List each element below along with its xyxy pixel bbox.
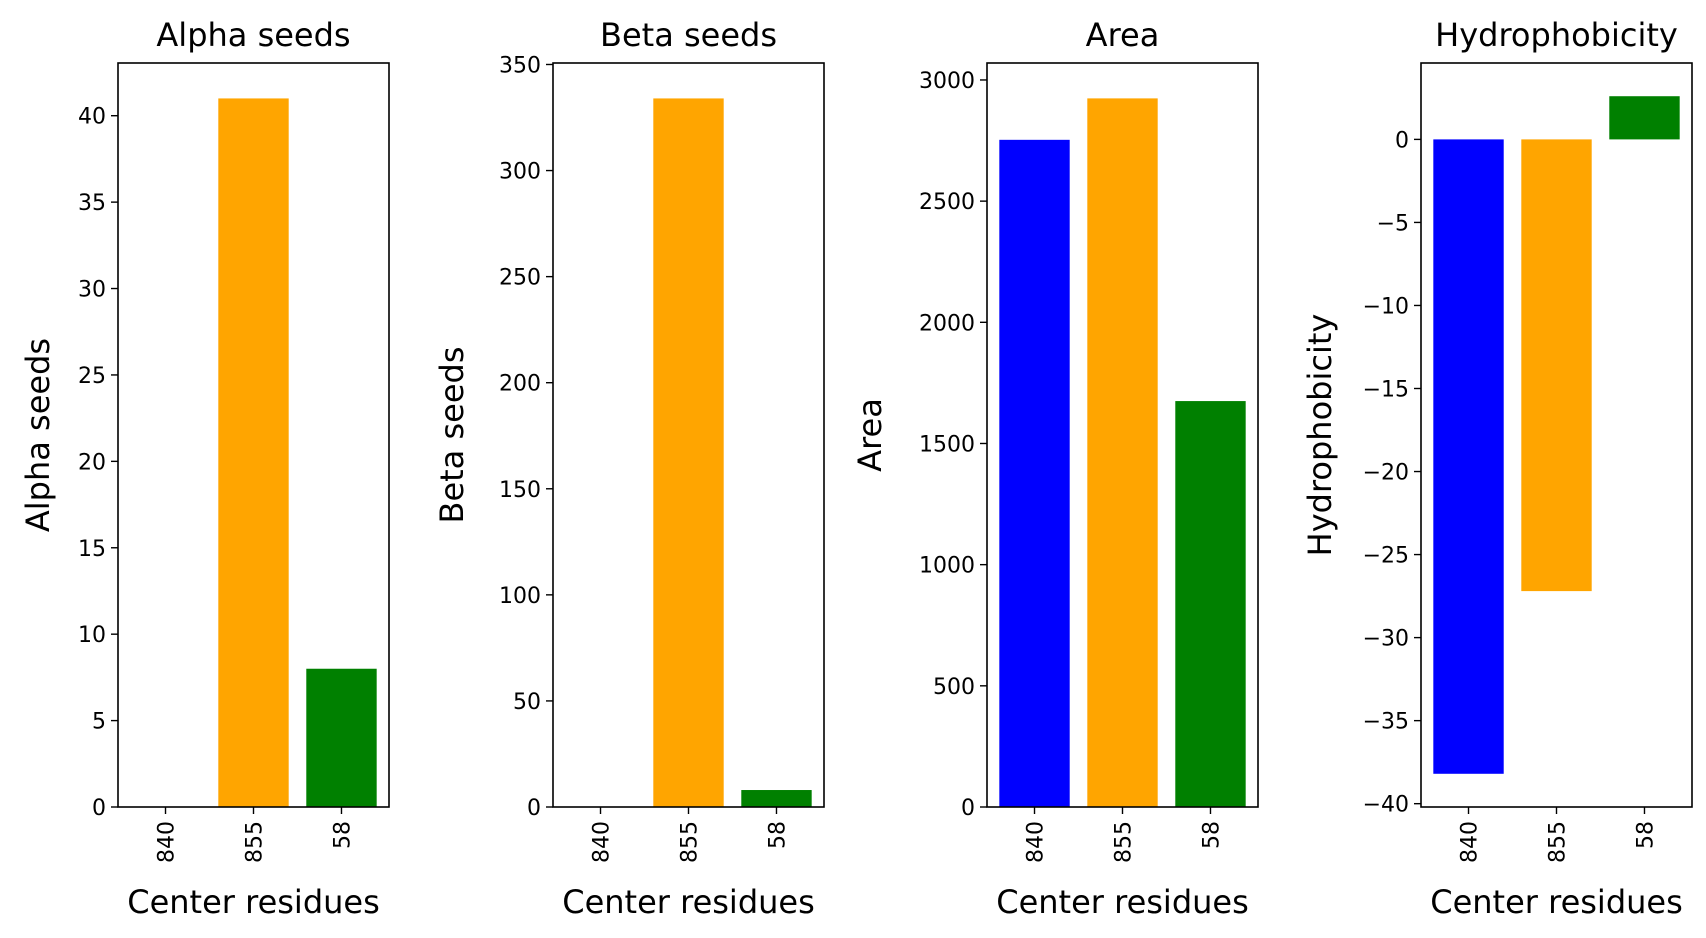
- y-tick-label: 1000: [919, 554, 975, 579]
- y-tick-label: 500: [933, 675, 975, 700]
- y-tick-label: 10: [78, 623, 106, 648]
- y-tick-label: 0: [1395, 128, 1409, 153]
- y-tick-label: 25: [78, 364, 106, 389]
- y-tick-label: 35: [78, 191, 106, 216]
- y-tick-label: 20: [78, 450, 106, 475]
- x-axis-label: Center residues: [1430, 883, 1683, 921]
- y-tick-label: 150: [499, 478, 541, 503]
- y-tick-label: 2500: [919, 190, 975, 215]
- y-tick-label: −25: [1363, 544, 1409, 569]
- y-tick-label: 3000: [919, 69, 975, 94]
- y-tick-label: −5: [1377, 211, 1409, 236]
- y-tick-label: 5: [92, 710, 106, 735]
- y-tick-label: −35: [1363, 710, 1409, 735]
- bar-855: [653, 98, 724, 807]
- y-tick-label: 1500: [919, 432, 975, 457]
- chart-title: Area: [1086, 16, 1160, 54]
- y-tick-label: 50: [513, 690, 541, 715]
- y-tick-label: 0: [961, 796, 975, 821]
- bar-855: [1087, 98, 1158, 808]
- x-tick-label: 58: [1199, 821, 1224, 849]
- x-tick-label: 840: [155, 821, 180, 863]
- y-axis-label: Beta seeds: [433, 347, 471, 524]
- y-tick-label: 0: [92, 796, 106, 821]
- x-tick-label: 855: [1546, 821, 1571, 863]
- y-tick-label: 250: [499, 266, 541, 291]
- y-tick-label: 300: [499, 160, 541, 185]
- y-tick-label: 0: [527, 796, 541, 821]
- x-tick-label: 840: [1024, 821, 1049, 863]
- y-tick-label: 30: [78, 278, 106, 303]
- bar-58: [1175, 401, 1246, 807]
- y-axis-label: Hydrophobicity: [1301, 314, 1339, 557]
- y-tick-label: 40: [78, 105, 106, 130]
- x-tick-label: 58: [330, 821, 355, 849]
- x-tick-label: 58: [765, 821, 790, 849]
- y-axis-label: Area: [851, 398, 889, 472]
- y-tick-label: −40: [1363, 793, 1409, 818]
- x-tick-label: 58: [1633, 821, 1658, 849]
- bar-840: [1433, 139, 1504, 774]
- y-tick-label: 2000: [919, 311, 975, 336]
- y-tick-label: 100: [499, 584, 541, 609]
- chart-title: Hydrophobicity: [1435, 16, 1678, 54]
- x-axis-label: Center residues: [996, 883, 1249, 921]
- chart-panel-2: 0 50 100 150 200 250 300 350 840 855 58 Beta seeds C…: [433, 16, 825, 921]
- y-tick-label: −20: [1363, 461, 1409, 486]
- x-tick-label: 840: [1458, 821, 1483, 863]
- y-tick-label: 350: [499, 53, 541, 78]
- y-tick-label: 200: [499, 372, 541, 397]
- chart-panel-4: 0 −5 −10 −15 −20 −25 −30 −35 −40 840 855 58 Hydropho…: [1301, 16, 1693, 921]
- bar-58: [741, 790, 812, 807]
- y-tick-label: −10: [1363, 294, 1409, 319]
- chart-panel-1: 0 5 10 15 20 25 30 35 40 840 855 58 Alpha seeds Cente…: [19, 16, 390, 921]
- x-tick-label: 855: [243, 821, 268, 863]
- y-tick-label: 15: [78, 537, 106, 562]
- x-tick-label: 840: [590, 821, 615, 863]
- y-tick-label: −30: [1363, 627, 1409, 652]
- y-tick-label: −15: [1363, 378, 1409, 403]
- y-axis-label: Alpha seeds: [19, 338, 57, 532]
- x-tick-label: 855: [1112, 821, 1137, 863]
- chart-title: Alpha seeds: [156, 16, 350, 54]
- chart-title: Beta seeds: [600, 16, 777, 54]
- bar-855: [1521, 139, 1592, 592]
- bar-58: [1609, 96, 1680, 140]
- x-axis-label: Center residues: [562, 883, 815, 921]
- x-tick-label: 855: [678, 821, 703, 863]
- bar-855: [218, 98, 289, 807]
- chart-panel-3: 0 500 1000 1500 2000 2500 3000 840 855 58 Area Cent…: [851, 16, 1259, 921]
- bar-58: [306, 668, 377, 807]
- bar-840: [999, 139, 1070, 807]
- x-axis-label: Center residues: [127, 883, 380, 921]
